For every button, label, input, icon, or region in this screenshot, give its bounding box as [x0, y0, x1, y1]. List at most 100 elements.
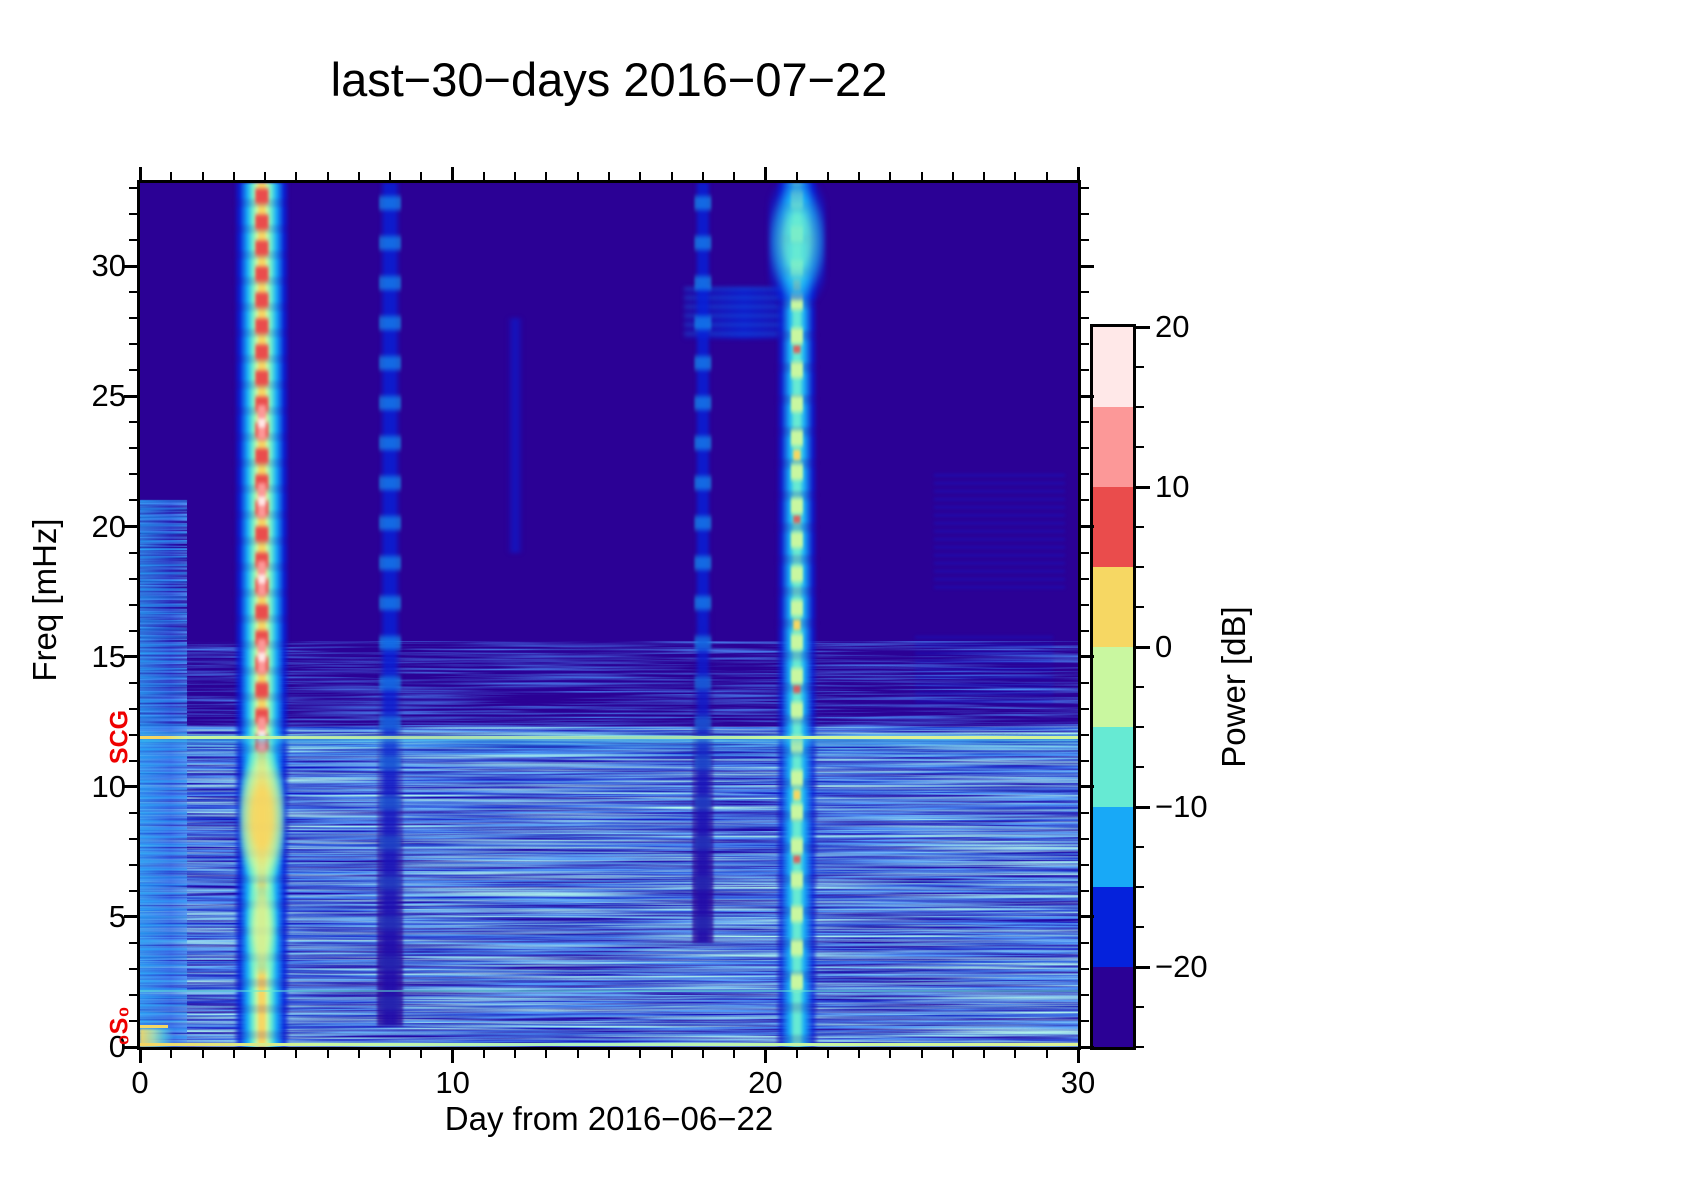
y-tick-right [1081, 1019, 1089, 1022]
y-tick [124, 394, 137, 398]
x-tick [733, 1050, 736, 1058]
y-tick-label: 5 [108, 898, 126, 934]
event-stripe-day-18 [692, 183, 714, 943]
x-tick [608, 1050, 610, 1058]
x-tick-top [795, 172, 798, 180]
y-tick-right [1081, 291, 1089, 294]
y-tick [129, 967, 137, 970]
y-tick-right [1081, 603, 1089, 606]
x-tick-top [514, 172, 517, 180]
y-tick [129, 343, 137, 346]
x-tick [420, 1050, 423, 1058]
patch-hot-corner [140, 1028, 175, 1047]
x-tick [295, 1050, 298, 1058]
colorbar-tick [1136, 1006, 1144, 1008]
y-tick [129, 317, 137, 320]
scg-line [140, 736, 1078, 740]
mainshock-low-freq-tail [246, 883, 277, 975]
annotation-S: ₀S₀ [105, 1006, 134, 1046]
x-tick [639, 1050, 642, 1058]
x-tick-top [858, 172, 861, 180]
x-tick-top [983, 172, 986, 180]
y-tick-label: 20 [91, 508, 126, 544]
y-tick [129, 239, 137, 242]
y-tick [129, 837, 137, 840]
x-tick-top [639, 172, 642, 180]
x-tick-top [920, 172, 923, 180]
y-tick [129, 629, 137, 632]
stripe-fade [377, 183, 404, 1027]
patch-startup-noise [140, 500, 187, 1047]
y-tick [129, 733, 137, 736]
x-axis-label: Day from 2016−06−22 [444, 1100, 774, 1137]
x-tick [701, 1050, 704, 1058]
colorbar-tick [1136, 926, 1144, 928]
y-tick [129, 993, 137, 996]
colorbar [1093, 327, 1133, 1047]
colorbar-tick [1136, 406, 1144, 408]
x-tick-top [295, 172, 298, 180]
scg-line-underglow [140, 739, 1078, 762]
y-tick [129, 187, 137, 190]
y-tick-right [1081, 915, 1094, 919]
y-tick-right [1081, 369, 1089, 372]
y-tick [124, 655, 137, 659]
y-tick [129, 577, 137, 580]
plot-area [140, 183, 1078, 1047]
y-tick-right [1081, 733, 1089, 736]
x-tick-top [170, 172, 173, 180]
y-tick [129, 421, 137, 424]
y-tick-right [1081, 811, 1089, 814]
colorbar-tick [1136, 846, 1144, 848]
colorbar-tick [1136, 645, 1150, 649]
y-tick-label: 0 [108, 1029, 126, 1064]
x-tick-top [951, 172, 954, 180]
y-tick [129, 759, 137, 762]
colorbar-tick [1136, 805, 1150, 809]
y-tick-right [1081, 213, 1089, 216]
y-tick-right [1081, 681, 1089, 684]
x-tick [795, 1050, 798, 1058]
x-tick-top [357, 172, 360, 180]
y-tick [129, 863, 137, 866]
y-tick [129, 707, 137, 710]
x-tick-top [232, 172, 235, 180]
x-tick [983, 1050, 986, 1058]
x-tick-top [389, 172, 392, 180]
x-tick-label: 30 [1060, 1065, 1096, 1100]
y-tick-label: 15 [91, 638, 126, 674]
mode-0S0-marker [140, 1025, 169, 1029]
x-tick-top [451, 167, 455, 180]
y-tick-right [1081, 759, 1089, 762]
colorbar-tick [1136, 566, 1144, 568]
colorbar-band [1093, 567, 1133, 647]
x-tick-top [1045, 172, 1048, 180]
y-tick [129, 681, 137, 684]
y-tick-right [1081, 239, 1089, 242]
colorbar-tick [1136, 686, 1144, 688]
y-tick-right [1081, 889, 1089, 892]
colorbar-tick [1136, 446, 1144, 448]
event-stripe-day-8 [377, 183, 404, 1027]
event-stripe-day-12 [507, 318, 523, 553]
y-tick [129, 473, 137, 476]
y-tick-right [1081, 343, 1089, 346]
colorbar-band [1093, 727, 1133, 807]
x-tick-top [138, 167, 142, 180]
stripe-fade [692, 183, 714, 943]
x-tick [138, 1050, 142, 1063]
y-tick-right [1081, 655, 1094, 659]
x-tick [389, 1050, 392, 1058]
colorbar-band [1093, 327, 1133, 407]
y-tick-right [1081, 551, 1089, 554]
colorbar-tick [1136, 526, 1144, 528]
x-tick [920, 1050, 923, 1058]
x-tick [545, 1050, 548, 1058]
x-tick-top [733, 172, 736, 180]
x-tick [264, 1050, 267, 1058]
x-tick [357, 1050, 360, 1058]
y-tick [129, 1019, 137, 1022]
y-tick [129, 369, 137, 372]
y-tick-label: 25 [91, 378, 126, 414]
